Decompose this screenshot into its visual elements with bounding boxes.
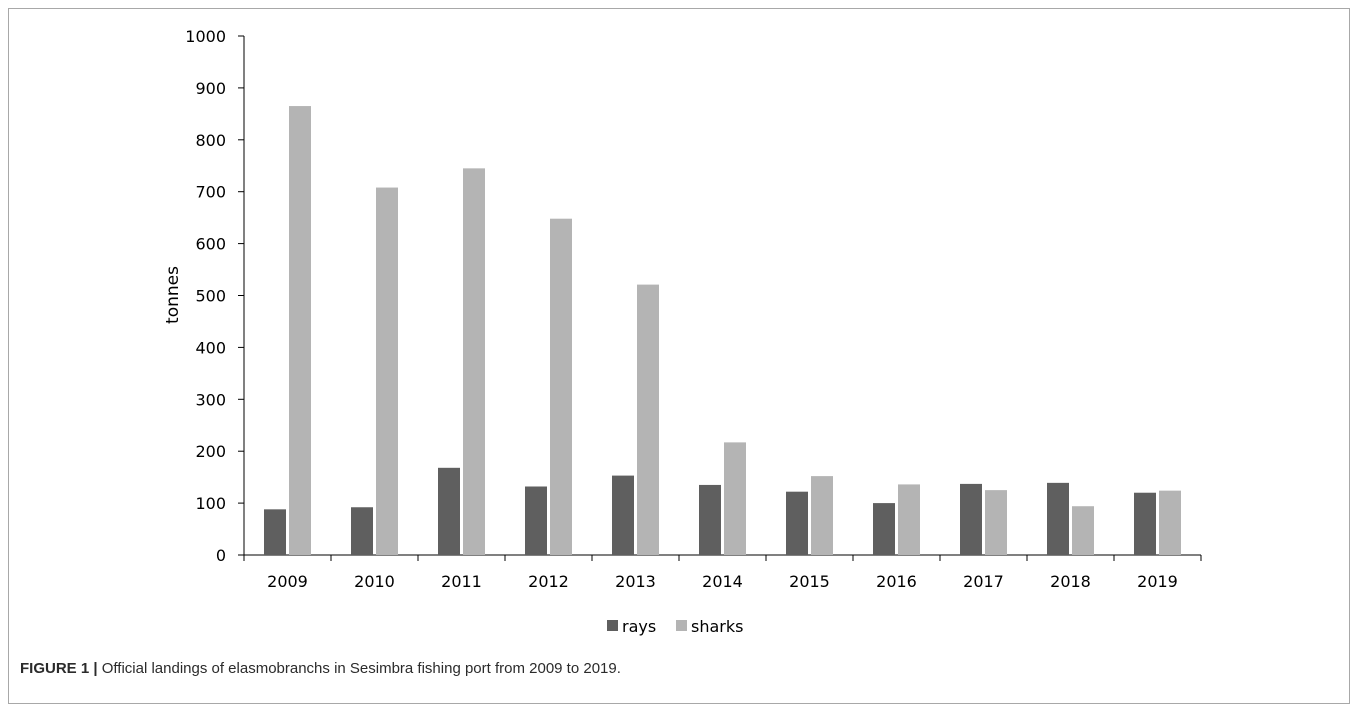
bar-rays-2014 [699,484,721,555]
bar-sharks-2015 [811,476,833,555]
x-tick-label: 2014 [702,572,743,591]
bar-sharks-2013 [637,284,659,555]
y-tick-label: 300 [195,390,226,409]
bar-sharks-2014 [724,442,746,555]
bar-sharks-2011 [463,168,485,555]
bar-sharks-2010 [376,187,398,555]
bar-rays-2019 [1134,492,1156,555]
y-tick-label: 800 [195,131,226,150]
figure-caption-text: Official landings of elasmobranchs in Se… [101,660,621,677]
bar-rays-2009 [264,509,286,555]
x-tick-label: 2016 [876,572,917,591]
legend: rays sharks [607,617,743,636]
bar-rays-2018 [1047,482,1069,555]
legend-label-sharks: sharks [691,617,743,636]
y-tick-label: 700 [195,183,226,202]
legend-label-rays: rays [622,617,656,636]
legend-swatch-sharks [676,620,687,631]
figure-label: FIGURE 1 | [20,660,98,677]
y-axis-title: tonnes [163,266,183,324]
y-tick-label: 500 [195,287,226,306]
y-tick-label: 200 [195,442,226,461]
figure-frame [8,8,1350,704]
x-tick-label: 2018 [1050,572,1091,591]
bar-sharks-2019 [1159,490,1181,555]
x-tick-label: 2017 [963,572,1004,591]
y-tick-label: 1000 [185,27,226,46]
bar-sharks-2017 [985,490,1007,555]
bar-rays-2012 [525,486,547,555]
x-tick-label: 2010 [354,572,395,591]
y-tick-label: 0 [216,546,226,565]
figure-caption: FIGURE 1 | Official landings of elasmobr… [20,660,621,677]
bar-rays-2011 [438,467,460,555]
x-tick-label: 2012 [528,572,569,591]
y-tick-label: 100 [195,494,226,513]
bars [264,106,1181,556]
bar-sharks-2009 [289,106,311,555]
bar-rays-2017 [960,483,982,555]
x-axis: 2009 2010 2011 2012 2013 2014 2015 2016 2017 2018… [243,554,1202,591]
x-tick-label: 2011 [441,572,482,591]
bar-rays-2015 [786,491,808,555]
bar-rays-2016 [873,503,895,555]
x-tick-label: 2009 [267,572,308,591]
bar-rays-2010 [351,507,373,555]
x-tick-label: 2015 [789,572,830,591]
bar-rays-2013 [612,475,634,555]
y-tick-label: 600 [195,235,226,254]
bar-sharks-2012 [550,218,572,556]
legend-swatch-rays [607,620,618,631]
y-tick-label: 400 [195,338,226,357]
y-axis: 0 100 200 300 400 500 600 700 800 900 1000 [185,27,245,565]
y-tick-label: 900 [195,79,226,98]
x-tick-label: 2019 [1137,572,1178,591]
bar-sharks-2018 [1072,506,1094,555]
x-tick-label: 2013 [615,572,656,591]
bar-sharks-2016 [898,484,920,555]
